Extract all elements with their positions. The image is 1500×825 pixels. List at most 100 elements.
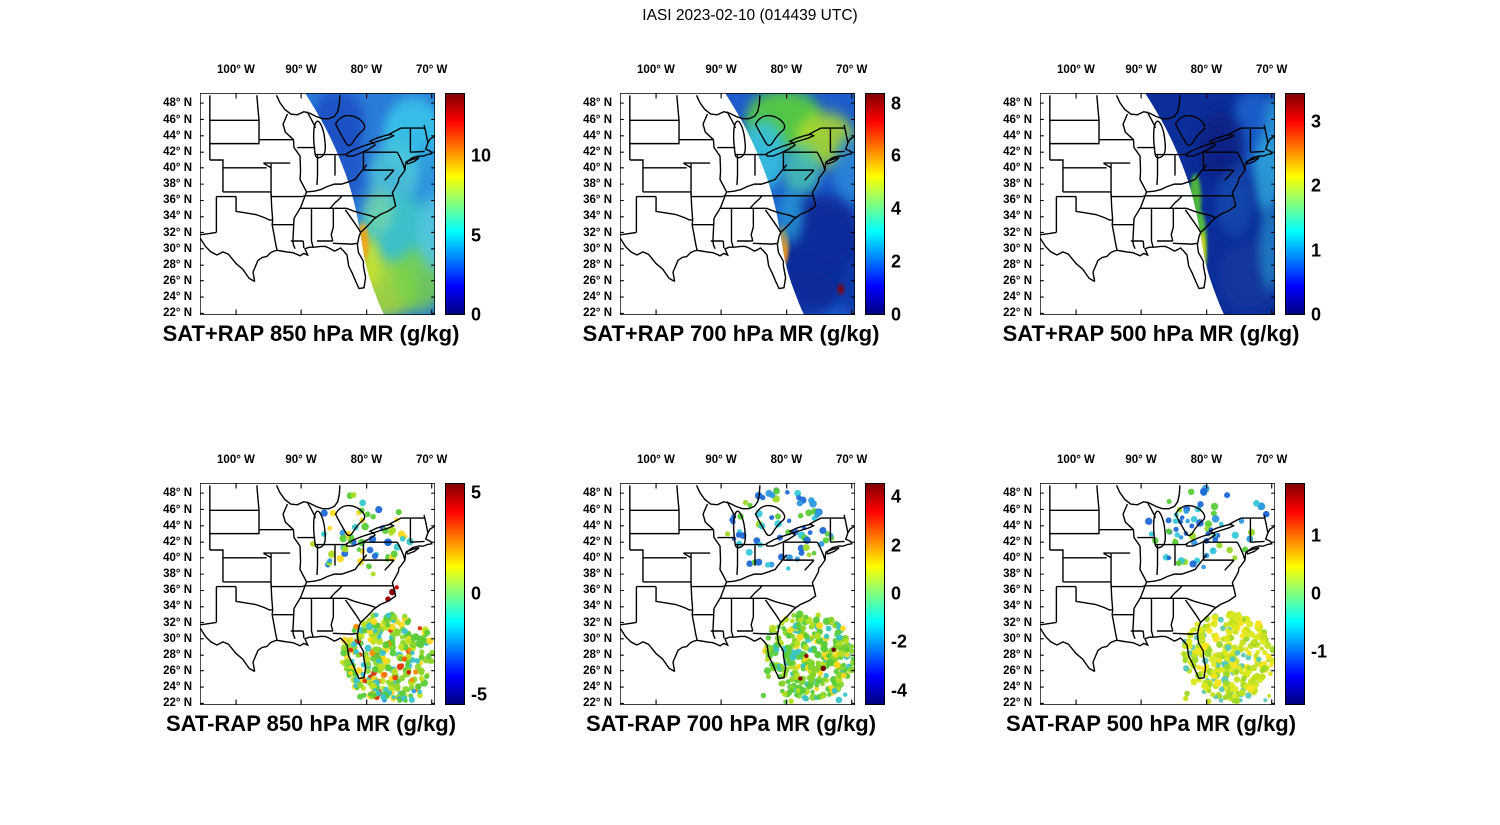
lat-tick-label: 44° N bbox=[163, 519, 192, 532]
panel-title: SAT-RAP 850 hPa MR (g/kg) bbox=[165, 711, 457, 736]
lat-tick-label: 32° N bbox=[163, 226, 192, 239]
data-layer bbox=[304, 93, 435, 315]
lon-tick-label: 100° W bbox=[1057, 64, 1095, 76]
lat-tick-label: 40° N bbox=[163, 162, 192, 175]
colorbar-tick-label: -2 bbox=[891, 631, 908, 652]
map-canvas bbox=[620, 93, 855, 315]
lat-tick-label: 30° N bbox=[1003, 242, 1032, 255]
lat-tick-label: 34° N bbox=[163, 210, 192, 223]
lat-tick-label: 46° N bbox=[1003, 113, 1032, 126]
panel-sat-plus-rap-850: 100° W 90° W 80° W 70° W 48° N 46° N 44° N 42°… bbox=[125, 60, 517, 360]
panel-title: SAT+RAP 700 hPa MR (g/kg) bbox=[582, 321, 880, 346]
lat-tick-label: 22° N bbox=[1003, 307, 1032, 320]
lat-tick-label: 34° N bbox=[1003, 600, 1032, 613]
lat-tick-label: 40° N bbox=[1003, 552, 1032, 565]
lon-tick-label: 70° W bbox=[835, 454, 868, 466]
panel-sat-plus-rap-700: 100° W 90° W 80° W 70° W 48° N 46° N 44° N 42°… bbox=[545, 60, 937, 360]
lat-tick-label: 22° N bbox=[163, 697, 192, 710]
lon-tick-label: 90° W bbox=[285, 64, 317, 76]
map-area bbox=[200, 93, 435, 315]
lat-tick-label: 28° N bbox=[163, 258, 192, 271]
colorbar-labels: 10 5 0 bbox=[471, 93, 515, 325]
lat-tick-label: 46° N bbox=[1003, 503, 1032, 516]
colorbar-labels: 8 6 4 2 0 bbox=[891, 93, 935, 324]
map-area bbox=[620, 483, 855, 705]
lat-tick-label: 24° N bbox=[583, 291, 612, 304]
colorbar-tick-label: 0 bbox=[471, 583, 482, 604]
lat-tick-label: 28° N bbox=[1003, 258, 1032, 271]
lat-tick-label: 26° N bbox=[163, 665, 192, 678]
lat-tick-label: 36° N bbox=[163, 584, 192, 597]
lon-tick-label: 90° W bbox=[705, 64, 737, 76]
lon-tick-label: 70° W bbox=[415, 454, 448, 466]
lat-tick-label: 38° N bbox=[583, 568, 612, 581]
colorbar-tick-label: 1 bbox=[1311, 240, 1322, 261]
lat-tick-label: 48° N bbox=[163, 97, 192, 110]
lat-tick-label: 36° N bbox=[583, 584, 612, 597]
lat-axis-labels: 48° N 46° N 44° N 42° N 40° N 38° N 36° N 34° N… bbox=[545, 93, 616, 319]
lon-tick-label: 70° W bbox=[415, 64, 448, 76]
lat-tick-label: 46° N bbox=[583, 503, 612, 516]
lat-axis-labels: 48° N 46° N 44° N 42° N 40° N 38° N 36° N 34° N… bbox=[125, 93, 196, 319]
lat-tick-label: 34° N bbox=[583, 210, 612, 223]
colorbar bbox=[1285, 483, 1305, 705]
colorbar-tick-label: 4 bbox=[891, 486, 902, 507]
lon-tick-label: 80° W bbox=[770, 64, 803, 76]
lat-tick-label: 26° N bbox=[1003, 665, 1032, 678]
lon-axis-labels: 100° W 90° W 80° W 70° W bbox=[1040, 454, 1287, 470]
lat-tick-label: 48° N bbox=[163, 487, 192, 500]
map-canvas bbox=[1040, 483, 1275, 705]
lat-tick-label: 32° N bbox=[583, 226, 612, 239]
map-canvas bbox=[200, 93, 435, 315]
colorbar-tick-label: -4 bbox=[891, 680, 908, 701]
lat-tick-label: 34° N bbox=[163, 600, 192, 613]
colorbar-tick-label: 0 bbox=[1311, 583, 1322, 604]
lat-tick-label: 42° N bbox=[163, 535, 192, 548]
panel-title: SAT-RAP 500 hPa MR (g/kg) bbox=[1005, 711, 1297, 736]
lat-tick-label: 24° N bbox=[163, 681, 192, 694]
lon-tick-label: 80° W bbox=[350, 64, 383, 76]
colorbar-tick-label: 1 bbox=[1311, 525, 1322, 546]
colorbar bbox=[445, 483, 465, 705]
colorbar-tick-label: 4 bbox=[891, 198, 902, 219]
lat-tick-label: 24° N bbox=[1003, 681, 1032, 694]
lat-tick-label: 28° N bbox=[583, 258, 612, 271]
lat-tick-label: 48° N bbox=[583, 487, 612, 500]
lon-tick-label: 90° W bbox=[705, 454, 737, 466]
lon-axis-labels: 100° W 90° W 80° W 70° W bbox=[200, 64, 447, 80]
map-canvas bbox=[200, 483, 435, 705]
lon-tick-label: 100° W bbox=[637, 64, 675, 76]
colorbar-tick-label: 10 bbox=[471, 145, 492, 166]
colorbar bbox=[445, 93, 465, 315]
colorbar-labels: 1 0 -1 bbox=[1311, 483, 1355, 705]
lat-tick-label: 38° N bbox=[1003, 178, 1032, 191]
lon-tick-label: 80° W bbox=[350, 454, 383, 466]
colorbar-tick-label: 3 bbox=[1311, 111, 1322, 132]
lat-tick-label: 38° N bbox=[163, 178, 192, 191]
lat-tick-label: 48° N bbox=[1003, 487, 1032, 500]
colorbar-labels: 3 2 1 0 bbox=[1311, 93, 1355, 324]
lat-tick-label: 38° N bbox=[1003, 568, 1032, 581]
lat-tick-label: 22° N bbox=[583, 697, 612, 710]
lat-tick-label: 34° N bbox=[1003, 210, 1032, 223]
lat-tick-label: 32° N bbox=[1003, 616, 1032, 629]
panel-sat-plus-rap-500: 100° W 90° W 80° W 70° W 48° N 46° N 44° N 42°… bbox=[965, 60, 1357, 360]
colorbar-tick-label: 2 bbox=[1311, 175, 1322, 196]
lat-tick-label: 44° N bbox=[583, 129, 612, 142]
lat-tick-label: 42° N bbox=[163, 145, 192, 158]
lat-tick-label: 42° N bbox=[583, 145, 612, 158]
lat-tick-label: 26° N bbox=[583, 275, 612, 288]
axes-frame bbox=[200, 483, 435, 705]
lat-tick-label: 24° N bbox=[1003, 291, 1032, 304]
lat-tick-label: 36° N bbox=[1003, 194, 1032, 207]
lat-tick-label: 40° N bbox=[1003, 162, 1032, 175]
lat-tick-label: 22° N bbox=[163, 307, 192, 320]
lat-tick-label: 32° N bbox=[1003, 226, 1032, 239]
figure-title: IASI 2023-02-10 (014439 UTC) bbox=[642, 7, 858, 24]
colorbar bbox=[865, 93, 885, 315]
lon-tick-label: 70° W bbox=[1255, 64, 1288, 76]
lon-tick-label: 90° W bbox=[1125, 64, 1157, 76]
lon-axis-labels: 100° W 90° W 80° W 70° W bbox=[1040, 64, 1287, 80]
lat-tick-label: 46° N bbox=[163, 503, 192, 516]
